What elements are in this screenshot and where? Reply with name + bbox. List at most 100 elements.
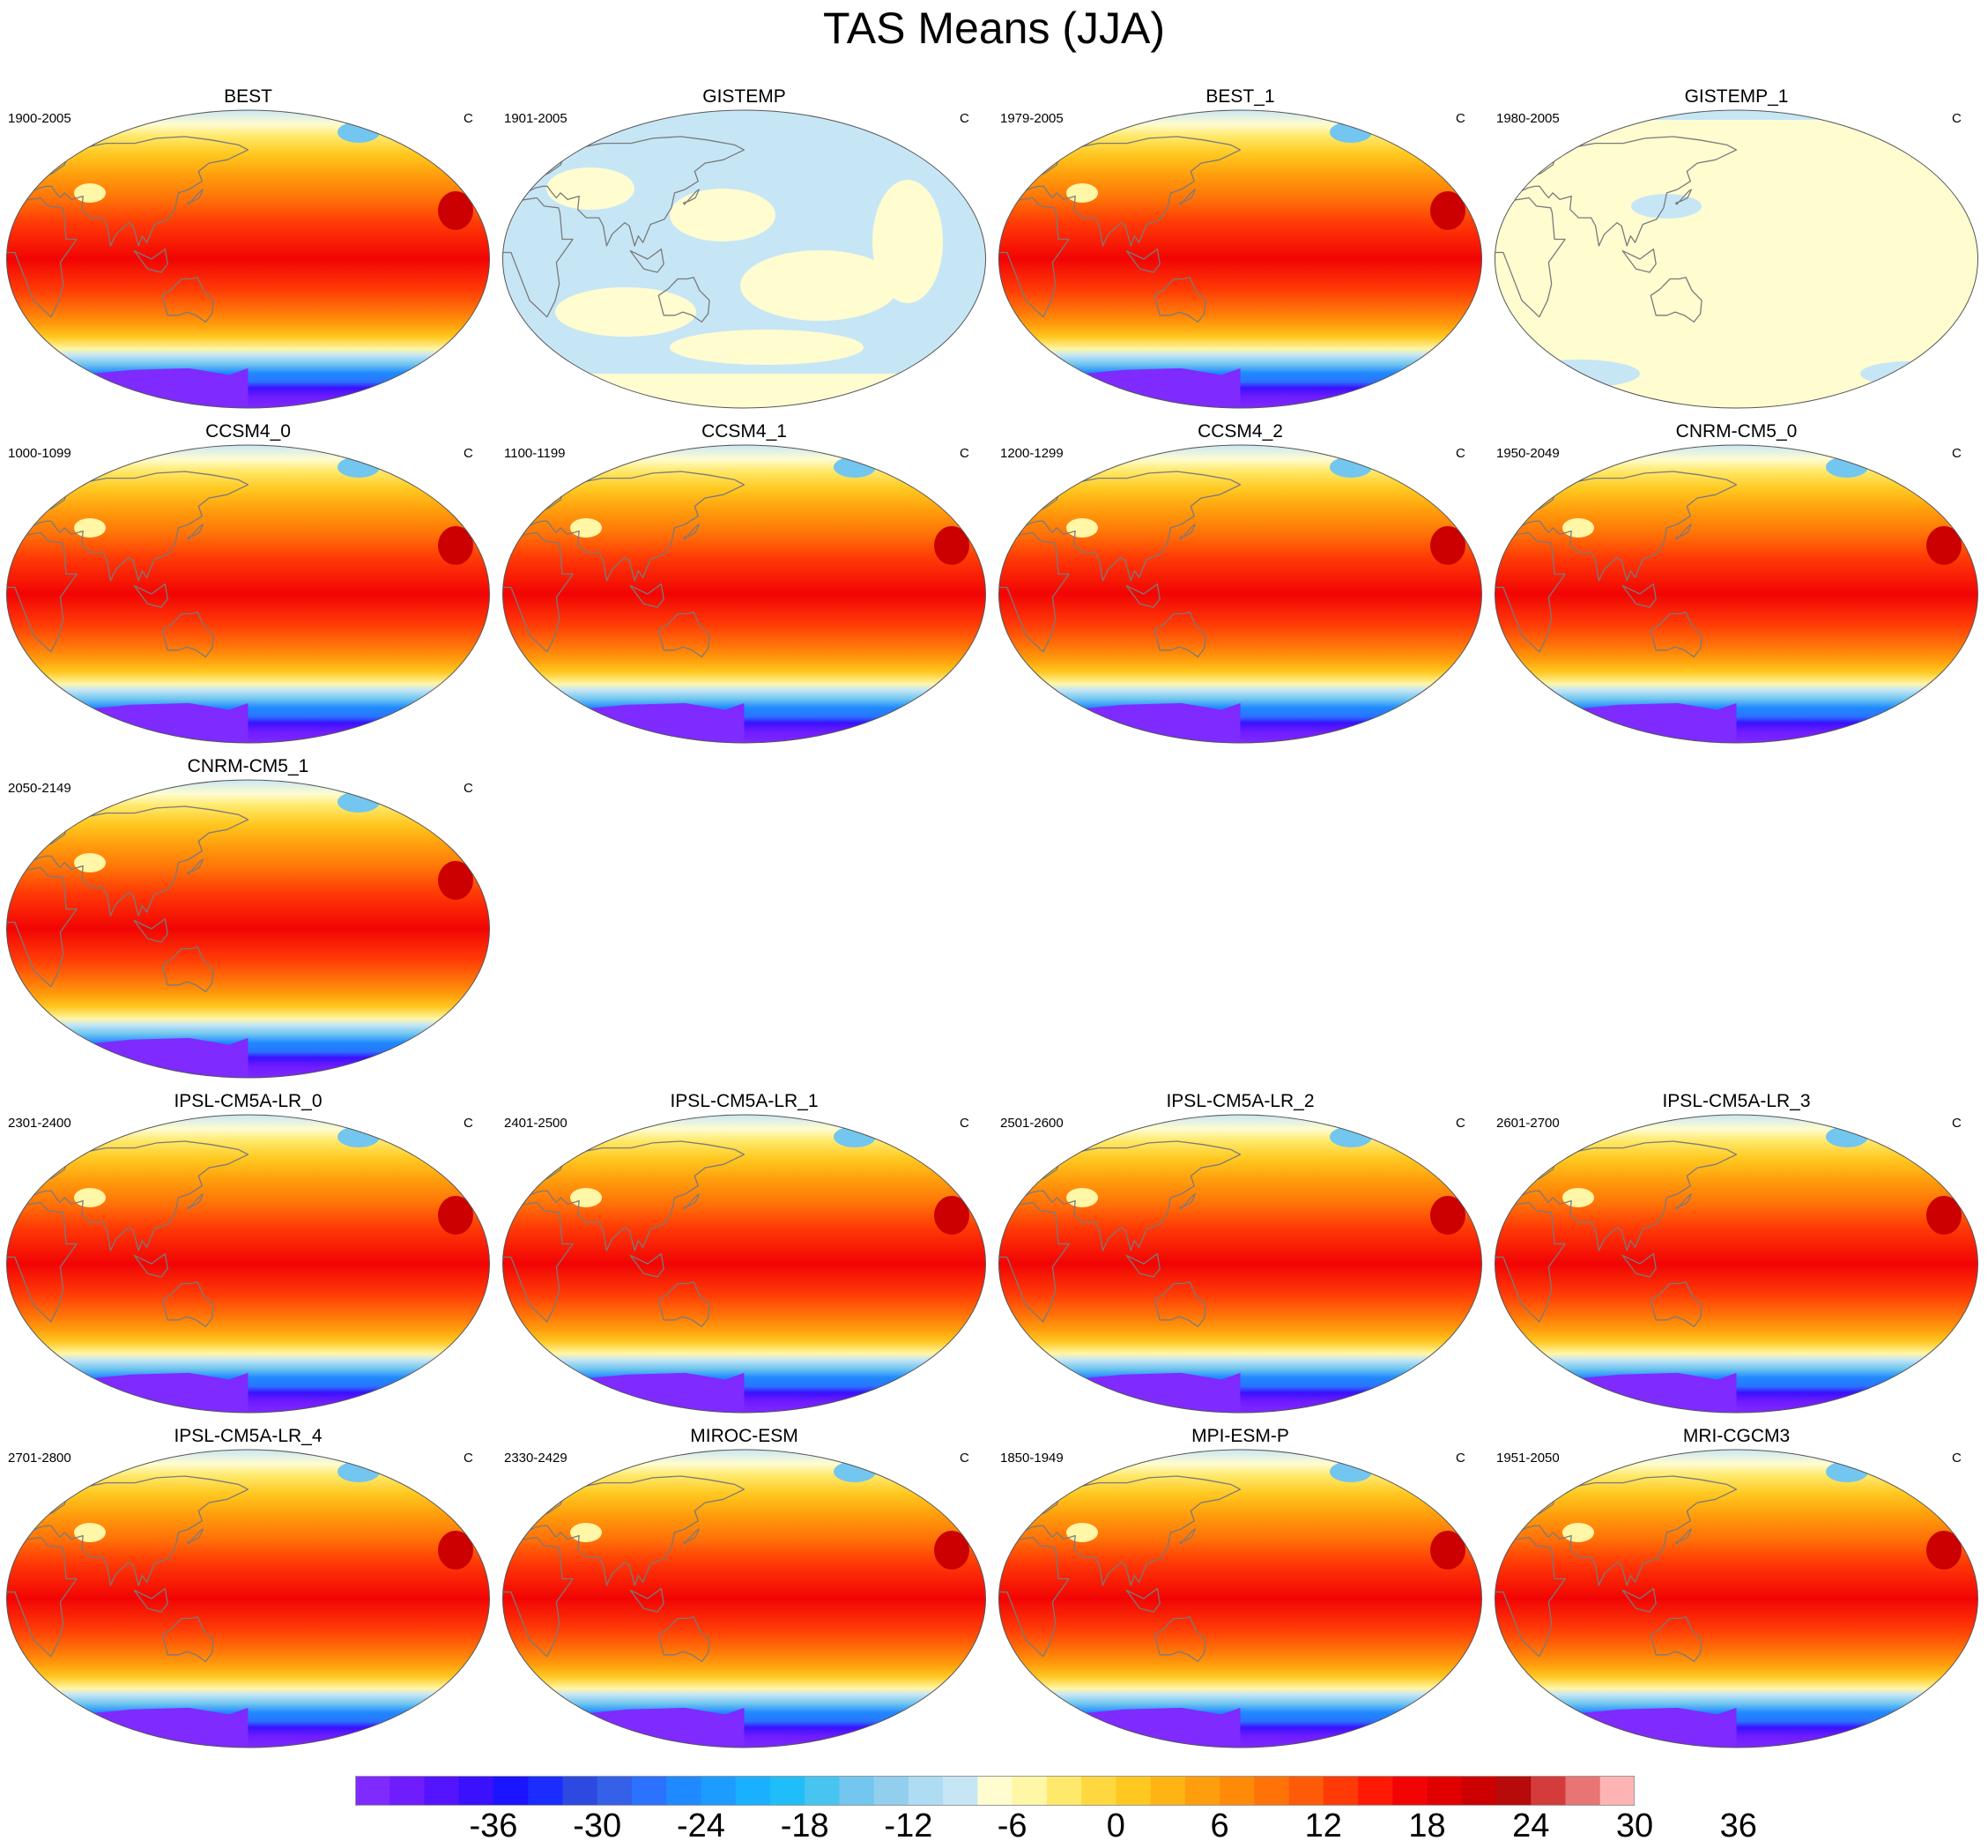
map-panel: MIROC-ESM 2330-2429 C (496, 1426, 992, 1752)
panel-unit: C (464, 111, 473, 126)
map-panel: IPSL-CM5A-LR_3 2601-2700 C (1488, 1091, 1984, 1417)
panel-unit: C (960, 446, 969, 461)
colorbar-swatch (1531, 1776, 1567, 1806)
colorbar-swatch (1220, 1776, 1255, 1806)
panel-years: 1200-1299 (1000, 446, 1064, 461)
colorbar (355, 1776, 1635, 1806)
panel-unit: C (960, 111, 969, 126)
map-panel: MPI-ESM-P 1850-1949 C (992, 1426, 1488, 1752)
map-panel: GISTEMP 1901-2005 C (496, 86, 992, 412)
colorbar-swatch (839, 1776, 875, 1806)
panel-years: 2601-2700 (1496, 1116, 1560, 1131)
map-panel: CCSM4_1 1100-1199 C (496, 421, 992, 747)
colorbar-tick-label: 24 (1512, 1807, 1550, 1844)
panel-unit: C (1456, 111, 1465, 126)
world-map (1495, 444, 1978, 744)
world-map (6, 1114, 490, 1414)
panel-title: IPSL-CM5A-LR_0 (174, 1091, 323, 1111)
colorbar-swatch (769, 1776, 805, 1806)
world-map (6, 779, 490, 1079)
panel-years: 1951-2050 (1496, 1451, 1560, 1466)
colorbar-tick-label: -12 (884, 1807, 933, 1844)
panel-unit: C (1952, 111, 1962, 126)
panel-unit: C (960, 1116, 969, 1131)
panel-unit: C (464, 781, 473, 796)
world-map (502, 1114, 986, 1414)
colorbar-tick-label: -18 (780, 1807, 829, 1844)
world-map (6, 1449, 490, 1748)
map-panel: IPSL-CM5A-LR_0 2301-2400 C (0, 1091, 496, 1417)
world-map (502, 1449, 986, 1748)
panel-title: IPSL-CM5A-LR_3 (1662, 1091, 1811, 1111)
map-panel: CCSM4_2 1200-1299 C (992, 421, 1488, 747)
map-panel: IPSL-CM5A-LR_2 2501-2600 C (992, 1091, 1488, 1417)
panel-title: CCSM4_1 (701, 421, 787, 442)
panel-title: GISTEMP_1 (1684, 86, 1789, 107)
colorbar-swatch (1565, 1776, 1601, 1806)
colorbar-swatch (1461, 1776, 1497, 1806)
panel-years: 1900-2005 (8, 111, 71, 126)
panel-years: 1850-1949 (1000, 1451, 1064, 1466)
panel-years: 2501-2600 (1000, 1116, 1064, 1131)
colorbar-swatch (1358, 1776, 1393, 1806)
colorbar-tick-label: 36 (1719, 1807, 1757, 1844)
map-panel: BEST_1 1979-2005 C (992, 86, 1488, 412)
colorbar-swatch (389, 1776, 425, 1806)
panel-years: 1979-2005 (1000, 111, 1064, 126)
panel-title: IPSL-CM5A-LR_4 (174, 1426, 323, 1446)
colorbar-swatch (1184, 1776, 1220, 1806)
panel-years: 2701-2800 (8, 1451, 71, 1466)
colorbar-swatch (1254, 1776, 1290, 1806)
colorbar-swatch (1046, 1776, 1082, 1806)
colorbar-swatch (805, 1776, 840, 1806)
colorbar-swatch (666, 1776, 701, 1806)
colorbar-tick-label: -24 (676, 1807, 725, 1844)
colorbar-tick-label: 0 (1106, 1807, 1125, 1844)
colorbar-swatch (631, 1776, 667, 1806)
panel-title: BEST (224, 86, 272, 107)
panel-years: 2401-2500 (504, 1116, 567, 1131)
panel-years: 1100-1199 (504, 446, 566, 461)
panel-title: MIROC-ESM (690, 1426, 798, 1446)
colorbar-swatch (1150, 1776, 1186, 1806)
world-map (1495, 109, 1978, 409)
colorbar-swatch (562, 1776, 598, 1806)
colorbar-tick-label: 18 (1408, 1807, 1446, 1844)
panel-unit: C (464, 1451, 473, 1466)
colorbar-swatch (424, 1776, 460, 1806)
panel-title: CCSM4_2 (1198, 421, 1283, 442)
colorbar-swatch (528, 1776, 563, 1806)
panel-years: 2301-2400 (8, 1116, 71, 1131)
panel-unit: C (1952, 1116, 1962, 1131)
colorbar-swatch (977, 1776, 1013, 1806)
panel-unit: C (960, 1451, 969, 1466)
world-map (502, 444, 986, 744)
colorbar-swatch (908, 1776, 944, 1806)
panel-title: CNRM-CM5_0 (1675, 421, 1798, 442)
panel-unit: C (1456, 1116, 1465, 1131)
panel-years: 1980-2005 (1496, 111, 1560, 126)
map-panel: IPSL-CM5A-LR_1 2401-2500 C (496, 1091, 992, 1417)
map-panel-grid: BEST 1900-2005 C GISTEMP 1901-2005 C BEST_1 197… (0, 86, 1984, 1752)
colorbar-swatch (1392, 1776, 1428, 1806)
colorbar-swatch (493, 1776, 529, 1806)
colorbar-swatch (458, 1776, 494, 1806)
colorbar-swatch (1116, 1776, 1152, 1806)
map-panel: CNRM-CM5_0 1950-2049 C (1488, 421, 1984, 747)
panel-title: IPSL-CM5A-LR_2 (1166, 1091, 1315, 1111)
world-map (6, 109, 490, 409)
panel-title: GISTEMP (702, 86, 786, 107)
colorbar-tick-label: -6 (997, 1807, 1027, 1844)
colorbar-swatch (1599, 1776, 1635, 1806)
colorbar-swatch (355, 1776, 390, 1806)
colorbar-swatch (735, 1776, 771, 1806)
panel-title: MRI-CGCM3 (1682, 1426, 1791, 1446)
world-map (998, 1449, 1482, 1748)
map-panel: MRI-CGCM3 1951-2050 C (1488, 1426, 1984, 1752)
panel-unit: C (1456, 446, 1465, 461)
map-panel: GISTEMP_1 1980-2005 C (1488, 86, 1984, 412)
panel-years: 2330-2429 (504, 1451, 567, 1466)
colorbar-swatch (943, 1776, 978, 1806)
map-panel: CCSM4_0 1000-1099 C (0, 421, 496, 747)
world-map (1495, 1114, 1978, 1414)
